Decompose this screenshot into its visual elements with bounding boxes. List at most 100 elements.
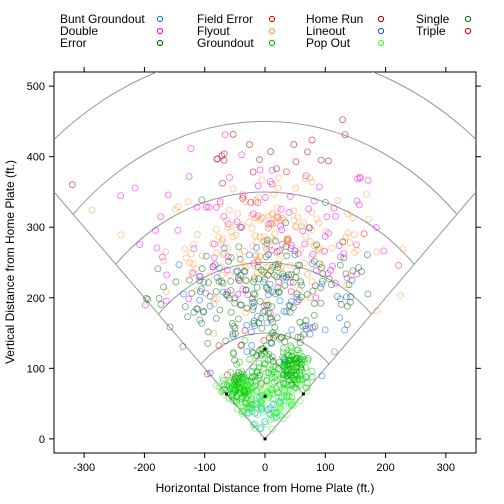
data-point — [334, 197, 342, 205]
legend-marker — [377, 39, 385, 47]
data-point — [193, 203, 201, 211]
legend-label: Single — [416, 12, 450, 26]
data-point — [301, 240, 309, 248]
data-point — [210, 330, 218, 337]
data-point — [219, 279, 227, 287]
data-point — [239, 370, 247, 378]
data-point — [257, 266, 265, 274]
data-point — [296, 246, 304, 254]
data-point — [241, 268, 249, 276]
legend-item: Error — [60, 36, 164, 50]
data-point — [286, 192, 294, 200]
data-point — [347, 293, 355, 301]
data-point — [229, 332, 237, 340]
data-point — [277, 205, 285, 213]
data-point — [248, 373, 256, 381]
data-point — [242, 309, 250, 317]
data-point — [233, 360, 241, 368]
data-point — [286, 302, 294, 310]
data-point — [179, 342, 187, 350]
data-point — [227, 308, 235, 316]
data-point — [240, 408, 248, 416]
series-home-run — [68, 116, 349, 189]
data-point — [254, 198, 262, 206]
data-point — [395, 262, 403, 269]
data-point — [193, 231, 201, 238]
data-point — [253, 394, 261, 402]
data-point — [234, 210, 242, 218]
data-point — [239, 194, 247, 202]
data-point — [296, 262, 304, 269]
data-point — [254, 258, 262, 266]
data-point — [331, 348, 338, 356]
data-point — [248, 224, 256, 232]
data-point — [261, 194, 269, 201]
data-point — [256, 156, 264, 164]
data-point — [247, 396, 255, 404]
data-point — [246, 141, 253, 149]
y-tick-label: 500 — [27, 81, 45, 93]
data-point — [356, 174, 364, 182]
data-point — [303, 290, 311, 298]
data-point — [243, 304, 251, 312]
data-point — [188, 289, 196, 297]
legend-label: Field Error — [197, 12, 253, 26]
legend-item: Double — [60, 24, 164, 38]
data-point — [231, 220, 239, 228]
data-point — [293, 359, 301, 367]
data-point — [213, 203, 220, 211]
data-point — [160, 283, 168, 291]
data-point — [279, 270, 287, 278]
data-point — [239, 191, 247, 199]
distance-arc-250 — [158, 262, 372, 315]
y-tick-label: 200 — [27, 293, 45, 305]
data-point — [212, 288, 220, 296]
data-point — [203, 202, 211, 210]
data-point — [287, 288, 295, 295]
data-point — [251, 420, 258, 428]
data-point — [253, 312, 261, 320]
data-point — [280, 393, 288, 400]
data-point — [198, 196, 206, 204]
data-point — [278, 262, 286, 270]
data-point — [184, 198, 192, 206]
pitchers-mound — [263, 394, 267, 398]
data-point — [280, 344, 287, 352]
first-base — [301, 392, 305, 396]
data-point — [235, 395, 242, 403]
data-point — [255, 374, 263, 382]
data-point — [220, 244, 228, 252]
data-point — [280, 355, 288, 363]
data-point — [187, 145, 195, 152]
data-point — [272, 290, 280, 298]
data-point — [257, 424, 265, 432]
data-point — [302, 172, 310, 180]
data-point — [206, 292, 214, 300]
legend-label: Pop Out — [306, 36, 351, 50]
data-point — [215, 383, 223, 391]
data-point — [265, 224, 273, 232]
data-point — [292, 158, 300, 166]
data-point — [273, 214, 281, 222]
data-point — [304, 354, 312, 362]
data-point — [215, 278, 223, 285]
data-point — [233, 405, 241, 413]
data-point — [216, 198, 224, 206]
data-point — [193, 305, 201, 313]
data-point — [303, 270, 311, 278]
data-point — [340, 254, 348, 262]
data-point — [256, 383, 264, 391]
right-foul-line — [264, 191, 476, 440]
legend-marker — [464, 15, 472, 23]
data-point — [175, 261, 183, 269]
data-point — [221, 250, 228, 257]
y-tick-label: 0 — [39, 434, 45, 446]
data-point — [219, 374, 227, 382]
legend-item: Lineout — [306, 24, 385, 38]
data-point — [302, 317, 310, 324]
data-point — [293, 290, 301, 298]
data-point — [186, 259, 194, 267]
y-axis-title: Vertical Distance from Home Plate (ft.) — [3, 160, 17, 364]
data-point — [261, 360, 269, 368]
data-point — [254, 404, 262, 412]
